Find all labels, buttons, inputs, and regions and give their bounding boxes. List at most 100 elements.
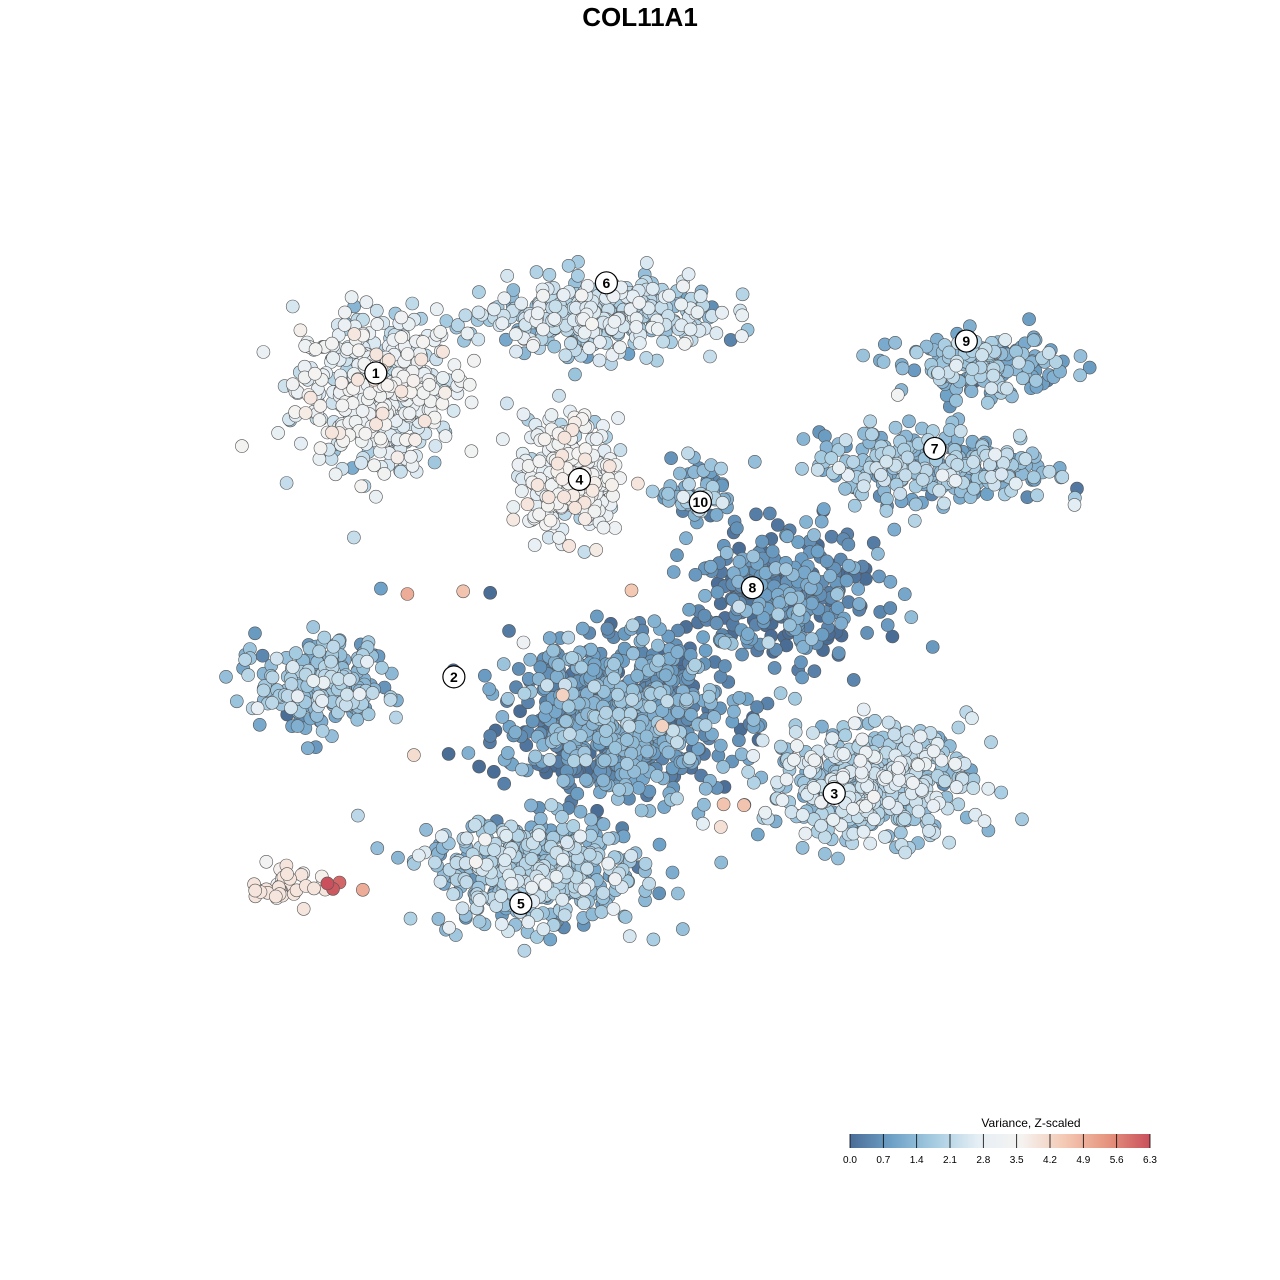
data-point	[1030, 488, 1044, 503]
data-point	[589, 432, 604, 446]
data-point	[508, 327, 523, 342]
data-point	[661, 486, 676, 501]
data-point	[419, 822, 433, 837]
legend-tick-label: 2.8	[976, 1155, 990, 1166]
data-point	[538, 878, 553, 892]
data-point	[926, 744, 941, 759]
data-point	[561, 258, 576, 273]
data-point	[895, 361, 910, 376]
data-point	[577, 896, 591, 911]
data-point	[710, 585, 725, 600]
cluster-label-badge	[923, 436, 947, 461]
data-point	[734, 329, 749, 344]
data-point	[913, 729, 928, 744]
data-point	[656, 334, 670, 349]
cluster-label-badge	[688, 490, 712, 514]
data-point	[577, 545, 592, 559]
data-point	[596, 817, 611, 832]
data-point	[852, 597, 867, 611]
data-point	[334, 376, 349, 390]
data-point	[460, 326, 475, 341]
data-point	[478, 832, 492, 847]
data-point	[497, 776, 512, 791]
data-point	[597, 753, 612, 768]
data-point	[546, 643, 561, 658]
data-point	[856, 348, 870, 363]
data-point	[902, 414, 916, 429]
data-point	[544, 408, 559, 422]
data-point	[542, 631, 557, 645]
data-point	[981, 781, 996, 796]
data-point	[747, 454, 762, 469]
data-point	[342, 672, 357, 687]
data-point	[394, 330, 409, 345]
data-point	[369, 417, 383, 432]
cluster-label-text: 4	[576, 471, 584, 487]
data-point	[560, 835, 574, 850]
data-point	[532, 828, 546, 843]
data-point	[856, 824, 871, 839]
legend-tick-label: 3.5	[1010, 1155, 1024, 1166]
cluster-label-text: 5	[517, 895, 525, 911]
data-point	[880, 618, 895, 632]
data-point	[795, 808, 810, 822]
data-point	[516, 635, 531, 650]
data-point	[565, 651, 579, 665]
data-point	[495, 316, 510, 331]
data-point	[571, 268, 585, 283]
data-point	[446, 887, 461, 902]
data-point	[964, 384, 979, 399]
data-point	[358, 426, 373, 441]
data-point	[681, 267, 696, 282]
data-point	[632, 295, 647, 310]
data-point	[791, 535, 806, 549]
data-point	[676, 490, 691, 504]
data-point	[683, 322, 698, 337]
data-point	[411, 848, 426, 863]
data-point	[315, 694, 330, 708]
data-point	[238, 652, 252, 667]
data-point	[369, 489, 383, 504]
data-point	[542, 267, 557, 282]
data-point	[1073, 368, 1087, 383]
data-point	[561, 699, 576, 714]
data-point	[537, 432, 552, 447]
data-point	[824, 529, 839, 544]
data-point	[506, 500, 521, 514]
data-point	[746, 712, 761, 727]
data-point	[874, 468, 888, 482]
data-point	[826, 812, 841, 827]
data-point	[806, 726, 820, 740]
data-point	[407, 748, 421, 762]
points-layer	[219, 254, 1097, 958]
data-point	[500, 268, 515, 283]
data-point	[1073, 349, 1088, 363]
data-point	[622, 719, 637, 734]
data-point	[998, 333, 1013, 347]
data-point	[294, 436, 308, 451]
data-point	[471, 332, 486, 347]
data-point	[416, 335, 430, 349]
data-point	[574, 288, 589, 303]
data-point	[605, 478, 619, 492]
data-point	[671, 886, 685, 901]
data-point	[539, 700, 553, 715]
data-point	[732, 599, 746, 614]
data-point	[670, 548, 684, 563]
data-point	[607, 657, 621, 671]
data-point	[772, 595, 787, 610]
data-point	[636, 632, 650, 647]
data-point	[524, 798, 538, 813]
data-point	[340, 687, 354, 702]
data-point	[550, 456, 565, 471]
data-point	[584, 812, 598, 827]
data-point	[544, 798, 559, 812]
chart-title: COL11A1	[582, 2, 698, 32]
data-point	[879, 770, 894, 784]
data-point	[892, 773, 907, 787]
data-point	[587, 504, 602, 519]
data-point	[308, 366, 322, 381]
data-point	[483, 729, 498, 743]
data-point	[732, 733, 746, 748]
data-point	[1055, 470, 1070, 484]
